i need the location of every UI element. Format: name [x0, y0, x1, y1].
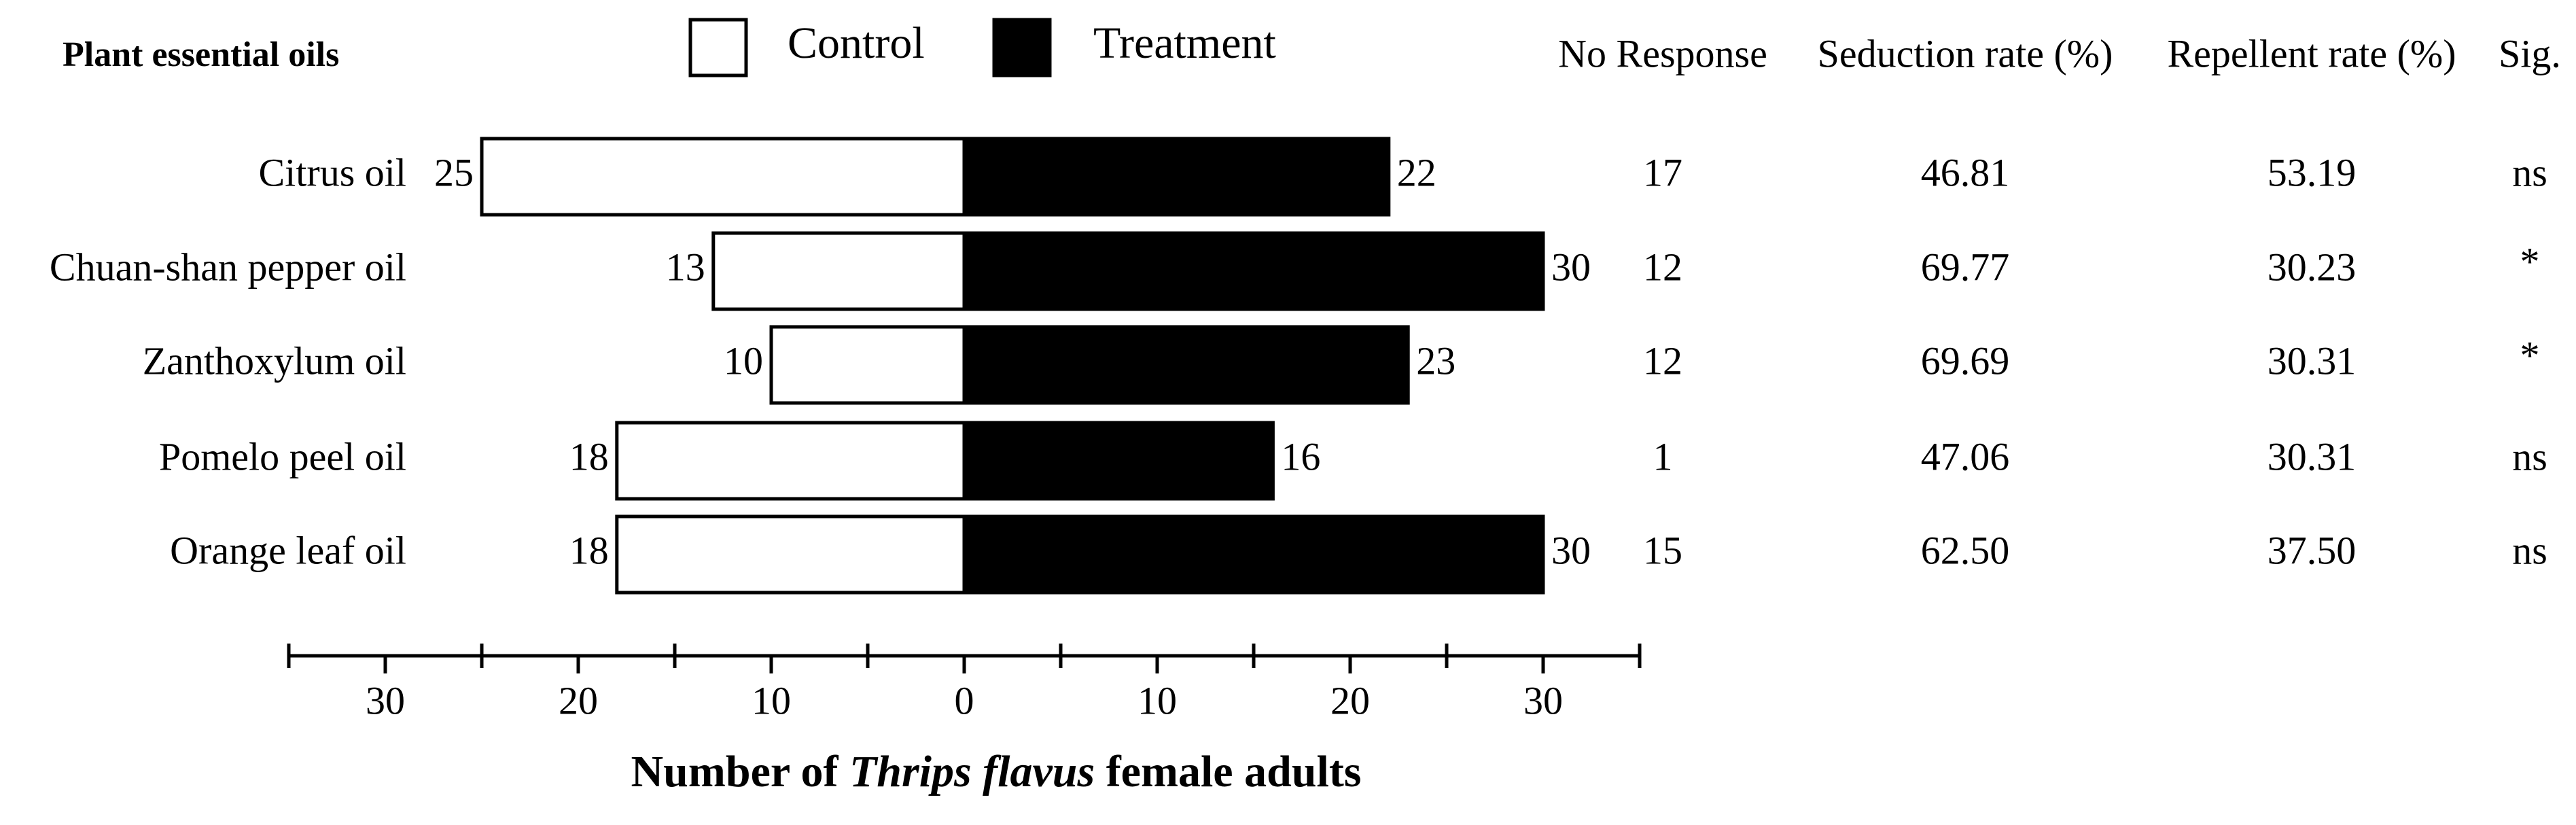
- value-label: 18: [569, 528, 609, 572]
- table-cell: ns: [2512, 150, 2547, 194]
- value-label: 25: [434, 150, 474, 194]
- table-cell: *: [2520, 239, 2540, 283]
- bar: [962, 325, 1410, 405]
- table-cell: 62.50: [1921, 528, 2010, 572]
- x-axis-title-part: female adults: [1095, 747, 1361, 796]
- table-cell: 30.31: [2268, 434, 2357, 478]
- table-cell: 46.81: [1921, 150, 2010, 194]
- value-label: 22: [1397, 150, 1436, 194]
- x-tick-label: 20: [559, 678, 598, 722]
- category-label: Citrus oil: [258, 150, 406, 194]
- category-label: Pomelo peel oil: [159, 434, 406, 478]
- value-label: 16: [1281, 434, 1320, 478]
- value-label: 30: [1551, 245, 1591, 289]
- table-cell: *: [2520, 333, 2540, 377]
- x-tick-label: 0: [955, 678, 974, 722]
- y-title: Plant essential oils: [63, 35, 339, 74]
- table-cell: 30.31: [2268, 338, 2357, 383]
- bar: [615, 421, 966, 501]
- category-label: Chuan-shan pepper oil: [50, 245, 406, 289]
- table-cell: 30.23: [2268, 245, 2357, 289]
- table-header: Sig.: [2499, 31, 2561, 75]
- value-label: 30: [1551, 528, 1591, 572]
- x-tick-label: 30: [366, 678, 405, 722]
- x-tick-label: 30: [1523, 678, 1563, 722]
- bar: [615, 514, 966, 595]
- value-label: 10: [724, 338, 763, 383]
- table-cell: 12: [1643, 338, 1682, 383]
- table-cell: 69.69: [1921, 338, 2010, 383]
- legend-swatch: [992, 18, 1052, 77]
- x-axis-title-part: Thrips flavus: [849, 747, 1095, 796]
- value-label: 13: [666, 245, 705, 289]
- legend-swatch: [688, 18, 748, 77]
- x-tick-label: 10: [1137, 678, 1177, 722]
- table-cell: ns: [2512, 434, 2547, 478]
- bar: [962, 137, 1391, 217]
- legend-label: Treatment: [1093, 18, 1276, 68]
- table-header: No Response: [1558, 31, 1767, 75]
- table-cell: 17: [1643, 150, 1682, 194]
- bar: [962, 421, 1275, 501]
- category-label: Orange leaf oil: [170, 528, 406, 572]
- table-header: Seduction rate (%): [1818, 31, 2113, 75]
- table-cell: ns: [2512, 528, 2547, 572]
- table-cell: 15: [1643, 528, 1682, 572]
- bar: [711, 231, 966, 311]
- value-label: 23: [1416, 338, 1455, 383]
- table-cell: 1: [1653, 434, 1673, 478]
- table-header: Repellent rate (%): [2167, 31, 2456, 75]
- value-label: 18: [569, 434, 609, 478]
- x-tick-label: 10: [752, 678, 791, 722]
- table-cell: 12: [1643, 245, 1682, 289]
- bar: [769, 325, 966, 405]
- table-cell: 37.50: [2268, 528, 2357, 572]
- bar: [962, 231, 1545, 311]
- table-cell: 47.06: [1921, 434, 2010, 478]
- table-cell: 69.77: [1921, 245, 2010, 289]
- bar: [480, 137, 966, 217]
- table-cell: 53.19: [2268, 150, 2357, 194]
- legend-label: Control: [788, 18, 925, 68]
- bar: [962, 514, 1545, 595]
- x-tick-label: 20: [1330, 678, 1370, 722]
- x-axis-title-part: Number of: [631, 747, 849, 796]
- category-label: Zanthoxylum oil: [143, 338, 406, 383]
- x-axis-title: Number of Thrips flavus female adults: [631, 747, 1362, 796]
